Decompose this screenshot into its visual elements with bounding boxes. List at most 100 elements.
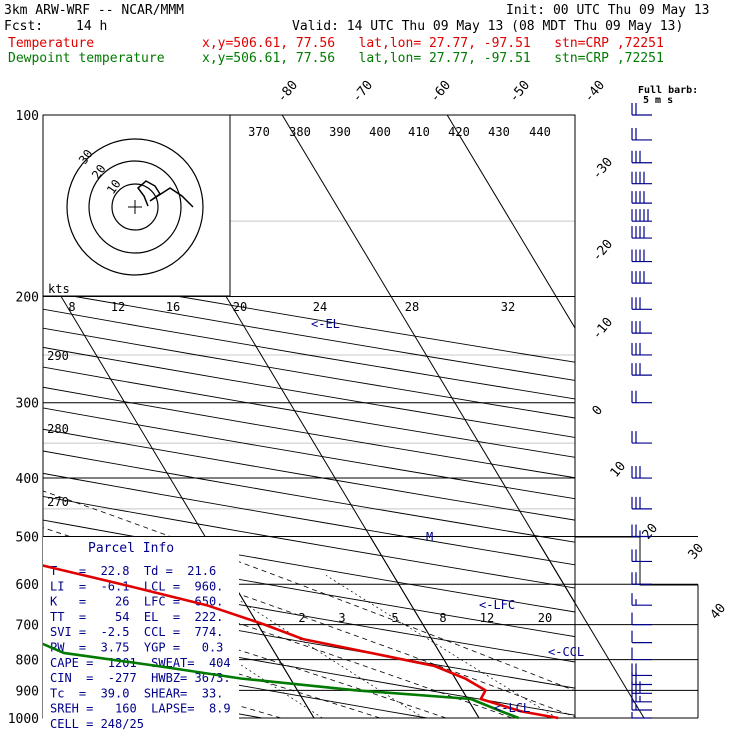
full-barb-unit: 5 m s: [643, 95, 673, 106]
wind-barb: [631, 681, 652, 694]
isotherm-label-right: 0: [590, 403, 607, 419]
isotherm-label-right: 30: [686, 541, 708, 563]
isotherm: [281, 115, 575, 604]
isotherm-label-right: -30: [590, 155, 617, 183]
mixing-ratio-label-top: 8: [68, 300, 75, 314]
mixing-ratio-line: [200, 575, 424, 719]
hodograph-ring: [66, 138, 204, 276]
pressure-label: 700: [16, 619, 39, 634]
theta-label-top: 380: [289, 125, 311, 139]
wind-barb: [631, 431, 652, 444]
init-time: Init: 00 UTC Thu 09 May 13: [506, 3, 710, 18]
theta-label-top: 440: [529, 125, 551, 139]
pressure-label: 100: [16, 109, 39, 124]
full-barb-label: Full barb:: [638, 85, 698, 96]
hodograph-ring: [88, 160, 182, 254]
parcel-info-row: SVI = -2.5 CCL = 774.: [50, 625, 223, 639]
parcel-info-row: Tc = 39.0 SHEAR= 33.: [50, 686, 223, 700]
dry-adiabat: [43, 308, 575, 400]
m-marker: M: [426, 530, 433, 544]
parcel-panel-bg: [43, 537, 239, 720]
mixing-ratio-label-top: 20: [233, 300, 247, 314]
wind-barb: [631, 150, 652, 164]
isotherm-label-right: 20: [640, 521, 662, 543]
wind-barb: [631, 612, 652, 626]
isotherm-lower: [204, 537, 315, 719]
dry-adiabat: [43, 595, 575, 689]
valid-time: Valid: 14 UTC Thu 09 May 13 (08 MDT Thu …: [292, 19, 684, 34]
parcel-info-row: T = 22.8 Td = 21.6: [50, 564, 216, 578]
pressure-label: 300: [16, 397, 39, 412]
parcel-info-row: CELL = 248/25: [50, 717, 144, 731]
dry-adiabat: [43, 272, 575, 363]
wind-barb: [631, 549, 652, 563]
wind-barb: [631, 390, 652, 404]
wind-barb: [631, 647, 652, 661]
pressure-label: 900: [16, 684, 39, 699]
ccl-marker: <-CCL: [548, 645, 584, 659]
plot-frame: [42, 114, 576, 719]
wind-barb: [631, 593, 652, 606]
theta-label-top: 400: [369, 125, 391, 139]
isotherm: [612, 115, 740, 718]
theta-label-left: 290: [47, 349, 69, 363]
wind-barb: [631, 209, 652, 222]
kts-label: kts: [48, 282, 70, 296]
wind-barb: [631, 663, 652, 677]
theta-label-left: 280: [47, 422, 69, 436]
parcel-info-title: Parcel Info: [88, 541, 174, 556]
dewpoint-profile: [43, 642, 520, 720]
isotherm-label-right: 40: [708, 601, 730, 623]
isotherm-label-top: -50: [507, 78, 534, 106]
mixing-ratio-label-bottom: 8: [439, 611, 446, 625]
wind-barb: [631, 698, 652, 711]
lfc-marker: <-LFC: [479, 598, 515, 612]
wind-barb: [631, 321, 652, 334]
legend-dewpoint-info: x,y=506.61, 77.56 lat,lon= 27.77, -97.51…: [202, 51, 664, 66]
parcel-info-row: LI = -6.1 LCL = 960.: [50, 579, 223, 593]
hodograph-trace: [136, 180, 194, 208]
theta-label-top: 410: [408, 125, 430, 139]
pressure-label: 400: [16, 472, 39, 487]
mixing-ratio-label-bottom: 5: [391, 611, 398, 625]
mixing-ratio-label-top: 32: [501, 300, 515, 314]
parcel-info-panel: Parcel Info T = 22.8 Td = 21.6LI = -6.1 L…: [43, 537, 239, 731]
theta-label-left: 270: [47, 495, 69, 509]
wind-barb: [631, 712, 652, 719]
mixing-ratio-label-bottom: 3: [338, 611, 345, 625]
legend-dewpoint-label: Dewpoint temperature: [8, 51, 165, 66]
lcl-marker: <-LCL: [494, 701, 530, 715]
parcel-info-row: PW = 3.75 YGP = 0.3: [50, 641, 223, 655]
isotherm: [446, 115, 575, 329]
dry-adiabat: [43, 346, 575, 438]
isotherm-label-top: -70: [350, 78, 377, 106]
theta-label-top: 370: [248, 125, 270, 139]
wind-barb: [631, 496, 652, 510]
pressure-label: 1000: [8, 712, 39, 727]
el-marker: <-EL: [311, 317, 340, 331]
mixing-ratio-label-bottom: 20: [538, 611, 552, 625]
isotherm-label-top: -80: [275, 78, 302, 106]
temperature-profile: [43, 564, 559, 720]
wind-barb: [631, 271, 652, 284]
theta-label-top: 390: [329, 125, 351, 139]
isotherm-label-right: -20: [590, 237, 617, 265]
isotherm-lower: [447, 115, 740, 718]
wind-barb: [631, 297, 652, 310]
wind-barb: [631, 363, 652, 376]
isotherm-label-right: -10: [590, 315, 617, 343]
hodograph-ring: [111, 183, 159, 231]
legend-temperature-label: Temperature: [8, 36, 95, 51]
hodograph-ring-label: 30: [76, 147, 96, 167]
pressure-label: 200: [16, 291, 39, 306]
wind-barb: [631, 466, 652, 479]
wind-barb: [631, 127, 652, 141]
theta-label-top: 420: [448, 125, 470, 139]
isotherm-label-top: -40: [582, 78, 609, 106]
wind-barb: [631, 630, 652, 644]
dry-adiabat: [43, 519, 575, 613]
hodograph-ring-label: 10: [104, 177, 124, 197]
dry-adiabat: [43, 290, 575, 381]
